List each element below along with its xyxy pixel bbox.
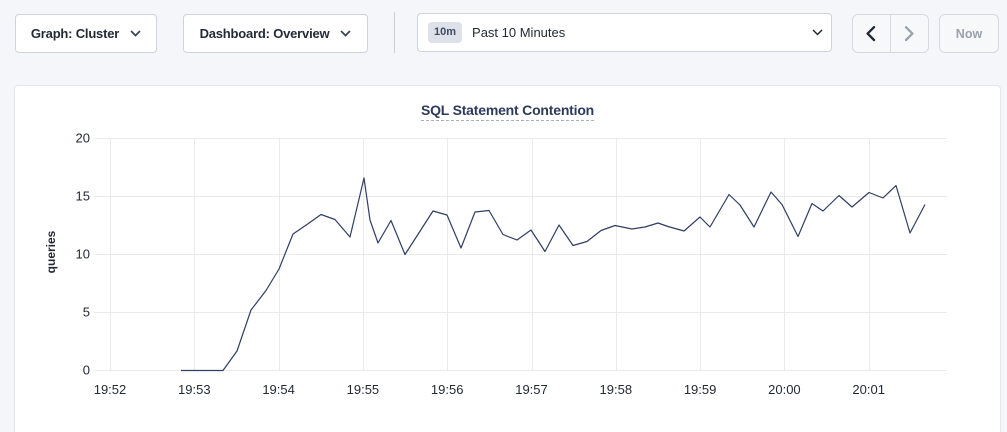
svg-text:19:59: 19:59 — [684, 382, 717, 397]
svg-text:19:56: 19:56 — [431, 382, 464, 397]
svg-text:20:00: 20:00 — [768, 382, 801, 397]
svg-text:20: 20 — [76, 131, 90, 146]
svg-text:19:53: 19:53 — [178, 382, 211, 397]
svg-text:19:52: 19:52 — [94, 382, 127, 397]
svg-text:10: 10 — [76, 247, 90, 262]
svg-text:5: 5 — [83, 305, 90, 320]
svg-text:19:55: 19:55 — [347, 382, 380, 397]
svg-text:19:57: 19:57 — [515, 382, 548, 397]
svg-text:20:01: 20:01 — [852, 382, 885, 397]
svg-text:19:54: 19:54 — [262, 382, 295, 397]
svg-text:15: 15 — [76, 189, 90, 204]
svg-text:0: 0 — [83, 363, 90, 378]
svg-text:queries: queries — [44, 230, 58, 273]
svg-text:19:58: 19:58 — [600, 382, 633, 397]
